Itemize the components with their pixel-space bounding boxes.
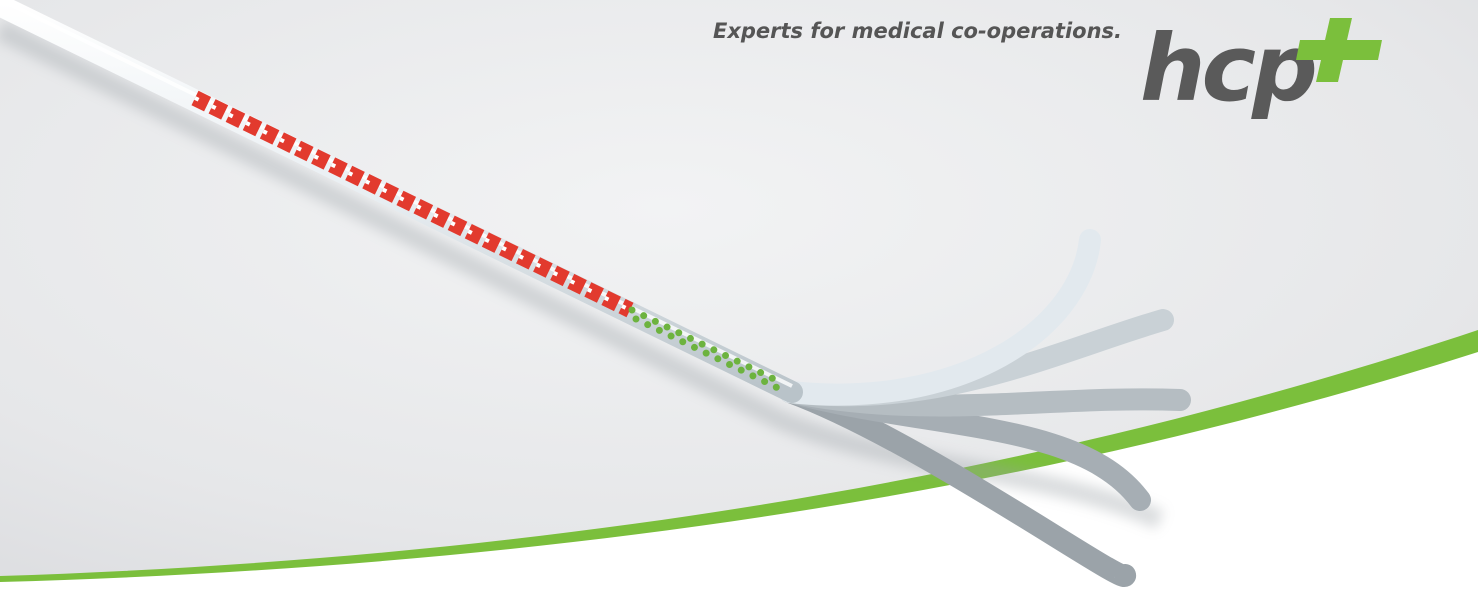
green-dots: [632, 315, 786, 394]
logo: hcp: [1140, 15, 1315, 122]
tagline: Experts for medical co-operations.: [713, 19, 1122, 43]
logo-plus: [1296, 18, 1382, 82]
catheter-tips: [779, 229, 1191, 588]
green-dots: [628, 306, 782, 385]
lower-area: [0, 340, 1478, 593]
red-pattern: [191, 90, 634, 318]
